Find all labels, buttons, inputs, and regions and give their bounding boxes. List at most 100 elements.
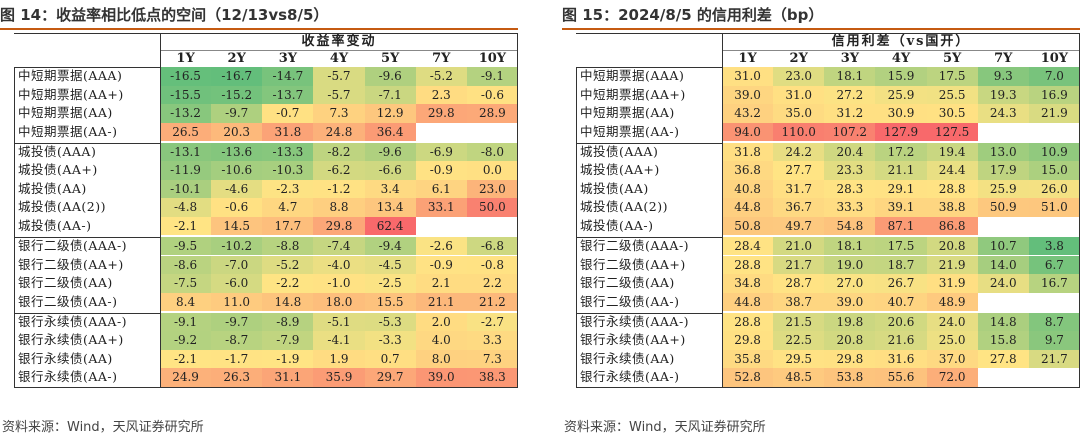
data-cell bbox=[416, 217, 467, 236]
data-cell: -8.0 bbox=[466, 142, 518, 162]
data-cell: 24.4 bbox=[926, 161, 978, 180]
data-cell: 16.7 bbox=[1028, 274, 1080, 293]
yield-change-panel: 图 14：收益率相比低点的空间（12/13vs8/5） 收益率变动 1Y 2Y 3Y 4… bbox=[0, 0, 518, 444]
data-cell: -10.1 bbox=[160, 179, 212, 199]
row-label: 银行二级债(AA) bbox=[580, 275, 675, 291]
row-label: 城投债(AA-) bbox=[580, 217, 654, 233]
column-header-1y: 1Y bbox=[738, 51, 757, 66]
column-header-5y: 5Y bbox=[380, 51, 400, 66]
data-cell: -9.4 bbox=[364, 236, 416, 256]
table-row: 城投债(AA(2)) -4.8 -0.6 4.7 8.8 13.4 33.1 50.0 bbox=[14, 198, 518, 217]
data-cell: 17.9 bbox=[977, 161, 1029, 180]
row-label: 银行二级债(AA+) bbox=[18, 256, 124, 272]
data-cell: 21.5 bbox=[773, 312, 825, 332]
data-cell: 0.0 bbox=[466, 161, 518, 180]
data-cell: 23.0 bbox=[466, 179, 518, 199]
data-cell: -6.2 bbox=[313, 161, 365, 180]
data-cell: 12.9 bbox=[364, 104, 416, 123]
data-cell: -8.8 bbox=[262, 236, 314, 256]
data-cell bbox=[467, 217, 518, 236]
data-cell: -9.2 bbox=[160, 331, 212, 350]
data-cell: 3.8 bbox=[1028, 236, 1080, 256]
data-cell: 10.9 bbox=[1028, 142, 1080, 162]
data-cell: -13.6 bbox=[211, 142, 263, 162]
data-cell: 38.3 bbox=[466, 368, 518, 387]
column-header-10y: 10Y bbox=[1040, 51, 1069, 66]
table-row: 中短期票据(AA-) 94.0 110.0 107.2 127.9 127.5 bbox=[576, 122, 1080, 142]
data-cell: 21.7 bbox=[1028, 349, 1080, 369]
row-label: 中短期票据(AA+) bbox=[18, 86, 124, 102]
data-cell: -8.2 bbox=[313, 142, 365, 162]
data-cell: -7.5 bbox=[160, 274, 212, 293]
source-note: 资料来源：Wind，天风证券研究所 bbox=[2, 420, 204, 435]
row-label: 中短期票据(AA+) bbox=[580, 86, 686, 102]
table-row: 中短期票据(AAA) 31.0 23.0 18.1 15.9 17.5 9.3 7.0 bbox=[576, 67, 1080, 86]
data-cell: 21.9 bbox=[926, 255, 978, 275]
data-cell: 38.7 bbox=[773, 292, 825, 312]
data-cell: 26.0 bbox=[1028, 179, 1080, 199]
table-row: 中短期票据(AA) 43.2 35.0 31.2 30.9 30.5 24.3 21.9 bbox=[576, 104, 1080, 123]
data-cell: 31.8 bbox=[722, 142, 774, 162]
data-cell: 52.8 bbox=[722, 368, 774, 387]
data-cell: 39.0 bbox=[722, 85, 774, 105]
data-cell: -13.3 bbox=[262, 142, 314, 162]
table-row: 中短期票据(AAA) -16.5 -16.7 -14.7 -5.7 -9.6 -5.2 -9.… bbox=[14, 67, 518, 86]
data-cell bbox=[978, 293, 1029, 312]
data-cell: 21.9 bbox=[1028, 104, 1080, 123]
data-cell: 7.0 bbox=[1028, 67, 1080, 86]
table-row: 中短期票据(AA+) -15.5 -15.2 -13.7 -5.7 -7.1 2.3 -0.6 bbox=[14, 85, 518, 105]
data-cell: 50.8 bbox=[722, 216, 774, 236]
table-top-border bbox=[576, 33, 1080, 34]
data-cell: -4.0 bbox=[313, 255, 365, 275]
data-cell: -2.7 bbox=[466, 312, 518, 332]
data-cell bbox=[978, 368, 1029, 387]
data-cell: 20.4 bbox=[824, 142, 876, 162]
data-cell bbox=[416, 123, 467, 142]
column-header-4y: 4Y bbox=[329, 51, 349, 66]
data-cell: 25.9 bbox=[875, 85, 927, 105]
data-cell: 13.0 bbox=[977, 142, 1029, 162]
data-cell bbox=[467, 123, 518, 142]
row-label: 银行永续债(AA) bbox=[18, 350, 113, 366]
data-cell: -4.6 bbox=[211, 179, 263, 199]
data-cell: 8.0 bbox=[415, 349, 467, 369]
data-cell: 27.2 bbox=[824, 85, 876, 105]
data-cell: 31.1 bbox=[262, 368, 314, 387]
table-bottom-border bbox=[14, 386, 518, 388]
data-cell: 26.3 bbox=[211, 368, 263, 387]
data-cell: 39.0 bbox=[824, 292, 876, 312]
data-cell: 29.1 bbox=[875, 179, 927, 199]
row-label: 中短期票据(AA-) bbox=[580, 123, 680, 139]
data-cell: 25.0 bbox=[926, 331, 978, 350]
data-cell: -11.9 bbox=[160, 161, 212, 180]
title-rule bbox=[0, 28, 518, 30]
table-row: 银行永续债(AA) 35.8 29.5 29.8 31.6 37.0 27.8 21.7 bbox=[576, 349, 1080, 369]
row-label: 中短期票据(AA) bbox=[580, 105, 675, 121]
data-cell bbox=[978, 123, 1029, 142]
row-label: 银行永续债(AA+) bbox=[580, 332, 686, 348]
data-cell: 50.9 bbox=[977, 198, 1029, 217]
data-cell: 15.5 bbox=[364, 292, 416, 312]
table-row: 城投债(AA) 40.8 31.7 28.3 29.1 28.8 25.9 26.0 bbox=[576, 179, 1080, 199]
table-right-border bbox=[517, 33, 518, 387]
data-cell: 31.7 bbox=[773, 179, 825, 199]
row-label: 银行永续债(AAA-) bbox=[580, 313, 690, 329]
data-cell: -6.8 bbox=[466, 236, 518, 256]
data-cell: 29.8 bbox=[415, 104, 467, 123]
row-label: 中短期票据(AA) bbox=[18, 105, 113, 121]
source-note: 资料来源：Wind，天风证券研究所 bbox=[564, 420, 766, 435]
data-cell: -15.5 bbox=[160, 85, 212, 105]
header-group-label: 信用利差（vs国开） bbox=[831, 34, 971, 49]
data-cell: -0.6 bbox=[211, 198, 263, 217]
data-cell: -9.6 bbox=[364, 67, 416, 86]
data-cell: 107.2 bbox=[824, 122, 876, 142]
data-cell: 17.7 bbox=[262, 216, 314, 236]
column-header-7y: 7Y bbox=[994, 51, 1013, 66]
data-cell: 0.7 bbox=[364, 349, 416, 369]
data-cell: 19.0 bbox=[824, 255, 876, 275]
data-cell bbox=[1029, 368, 1080, 387]
data-cell: 24.0 bbox=[977, 274, 1029, 293]
column-header-1y: 1Y bbox=[176, 51, 195, 66]
table-left-border bbox=[14, 67, 15, 387]
data-cell: 29.5 bbox=[773, 349, 825, 369]
